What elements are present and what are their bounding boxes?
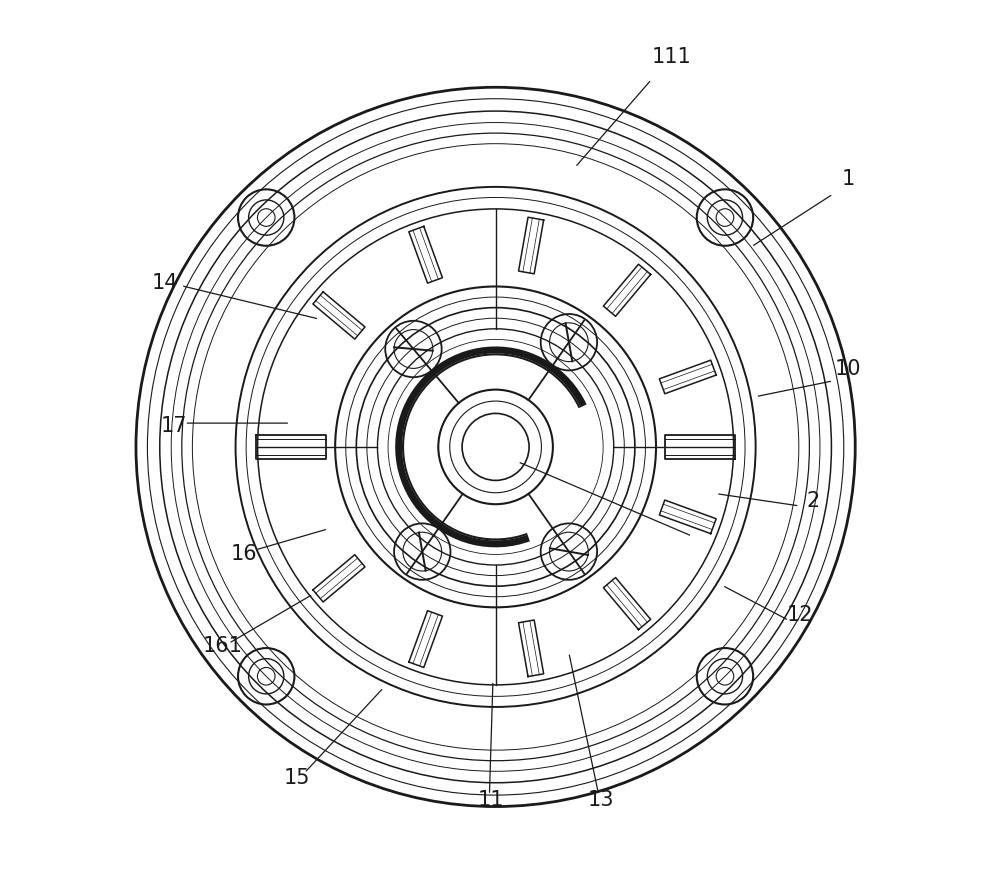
Text: 161: 161 [202, 635, 242, 656]
Text: 10: 10 [835, 358, 861, 378]
Text: 111: 111 [652, 47, 692, 67]
Text: 2: 2 [806, 490, 820, 510]
Text: 13: 13 [588, 789, 615, 810]
Text: 16: 16 [231, 543, 258, 563]
Text: 11: 11 [478, 789, 504, 810]
Text: 14: 14 [152, 273, 178, 292]
Text: 12: 12 [786, 605, 813, 625]
Text: 17: 17 [161, 416, 187, 435]
Text: 15: 15 [284, 767, 311, 788]
Text: 1: 1 [842, 169, 855, 189]
